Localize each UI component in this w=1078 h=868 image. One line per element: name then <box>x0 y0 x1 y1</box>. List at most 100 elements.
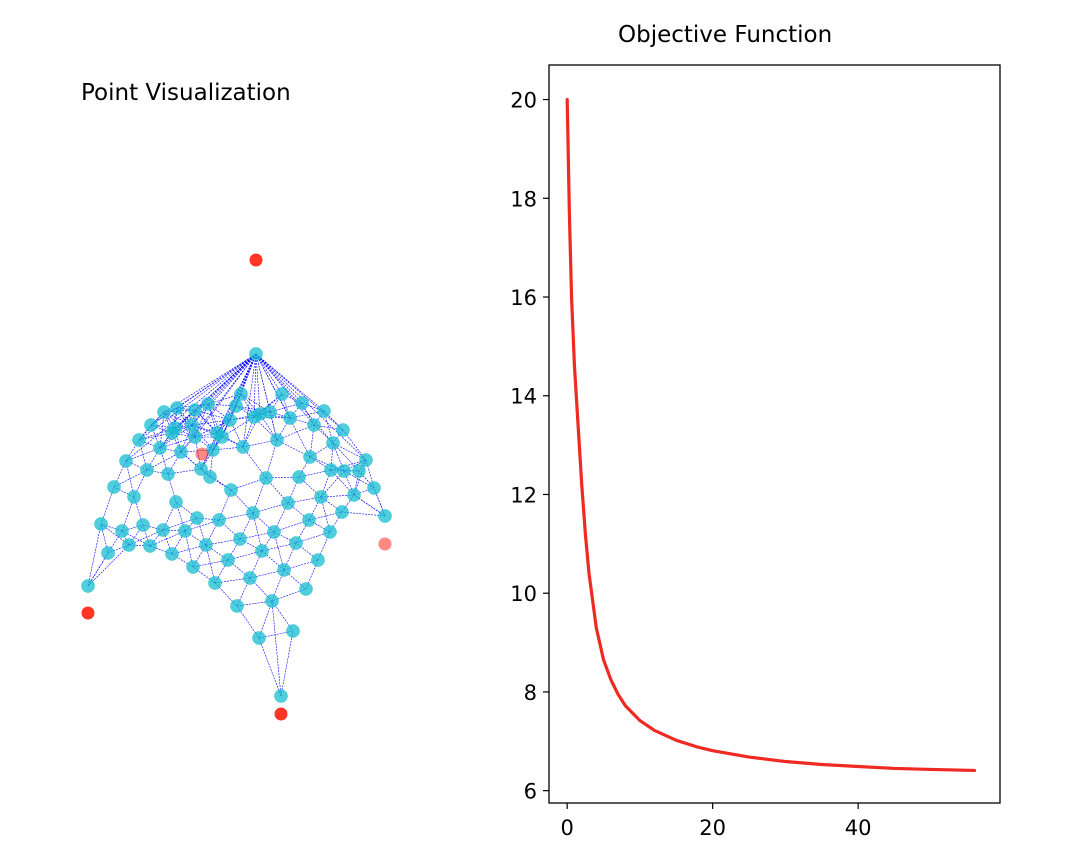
mesh-edge <box>258 637 282 697</box>
objective-curve-layer <box>565 97 977 773</box>
mesh-point <box>323 525 337 539</box>
y-tick-label: 8 <box>524 681 537 705</box>
mesh-point <box>115 524 129 538</box>
mesh-point <box>311 553 325 567</box>
mesh-edge <box>255 353 325 412</box>
mesh-edge <box>242 416 255 448</box>
mesh-edge <box>242 353 257 448</box>
plot-frame <box>548 64 1001 804</box>
mesh-points <box>81 347 392 703</box>
mesh-point <box>188 403 202 417</box>
mesh-point <box>367 481 381 495</box>
mesh-point <box>101 546 115 560</box>
left-panel-title: Point Visualization <box>81 80 291 106</box>
mesh-point <box>221 553 235 567</box>
mesh-point <box>165 547 179 561</box>
mesh-point <box>307 418 321 432</box>
mesh-point <box>317 404 331 418</box>
anchor-point <box>274 707 288 721</box>
mesh-edge <box>230 489 254 514</box>
mesh-point <box>286 624 300 638</box>
mesh-point <box>283 411 297 425</box>
mesh-edge <box>191 353 257 426</box>
mesh-point <box>292 470 306 484</box>
mesh-edge <box>87 544 130 587</box>
y-tick-label: 18 <box>510 187 537 211</box>
mesh-point <box>127 490 141 504</box>
right-panel-title: Objective Function <box>618 22 833 48</box>
mesh-point <box>253 407 267 421</box>
objective-curve <box>565 97 977 773</box>
mesh-edge <box>207 353 257 405</box>
mesh-point <box>156 523 170 537</box>
mesh-point <box>165 426 179 440</box>
mesh-point <box>215 430 229 444</box>
mesh-point <box>335 505 349 519</box>
anchor-point <box>249 253 263 267</box>
x-tick-label: 20 <box>699 816 726 840</box>
mesh-edge <box>253 353 257 418</box>
x-tick-label: 40 <box>845 816 872 840</box>
mesh-point <box>233 532 247 546</box>
mesh-edge <box>138 353 257 441</box>
mesh-point <box>190 511 204 525</box>
mesh-edge <box>176 353 257 409</box>
mesh-point <box>203 470 217 484</box>
mesh-point <box>255 544 269 558</box>
mesh-edge <box>255 353 344 431</box>
y-tick-label: 6 <box>524 780 537 804</box>
mesh-point <box>246 506 260 520</box>
mesh-point <box>337 464 351 478</box>
anchor-point <box>81 606 95 620</box>
mesh-point <box>270 433 284 447</box>
mesh-point <box>249 347 263 361</box>
mesh-point <box>352 464 366 478</box>
y-tick-label: 14 <box>510 385 537 409</box>
mesh-point <box>153 441 167 455</box>
mesh-point <box>132 433 146 447</box>
mesh-point <box>281 496 295 510</box>
mesh-point <box>136 518 150 532</box>
anchor-points <box>81 253 392 721</box>
mesh-edge <box>305 559 319 590</box>
mesh-point <box>359 453 373 467</box>
mesh-point <box>299 582 313 596</box>
mesh-point <box>275 387 289 401</box>
mesh-point <box>243 571 257 585</box>
mesh-point <box>303 450 317 464</box>
mesh-point <box>186 560 200 574</box>
mesh-point <box>140 463 154 477</box>
mesh-edge <box>341 511 386 517</box>
mesh-edge <box>280 630 294 697</box>
mesh-point <box>277 563 291 577</box>
mesh-point <box>169 495 183 509</box>
mesh-edge <box>255 353 261 415</box>
mesh-point <box>230 599 244 613</box>
mesh-edge <box>87 523 102 587</box>
mesh-point <box>170 401 184 415</box>
mesh-edge <box>271 600 282 697</box>
mesh-point <box>212 513 226 527</box>
mesh-edge <box>194 353 257 438</box>
mesh-point <box>326 436 340 450</box>
mesh-edge <box>194 409 218 434</box>
mesh-point <box>223 413 237 427</box>
mesh-point <box>143 539 157 553</box>
mesh-point <box>234 387 248 401</box>
mesh-point <box>144 418 158 432</box>
mesh-edge <box>255 353 367 461</box>
mesh-point <box>336 423 350 437</box>
mesh-point <box>259 471 273 485</box>
anchor-point <box>378 537 392 551</box>
mesh-point <box>201 397 215 411</box>
mesh-point <box>295 396 309 410</box>
mesh-point <box>174 445 188 459</box>
axis-ticks: 6 8 10 12 14 16 18 20 0 20 40 <box>510 89 871 840</box>
mesh-point <box>194 462 208 476</box>
mesh-edge <box>163 407 178 413</box>
anchor-point <box>195 447 209 461</box>
mesh-point <box>157 405 171 419</box>
